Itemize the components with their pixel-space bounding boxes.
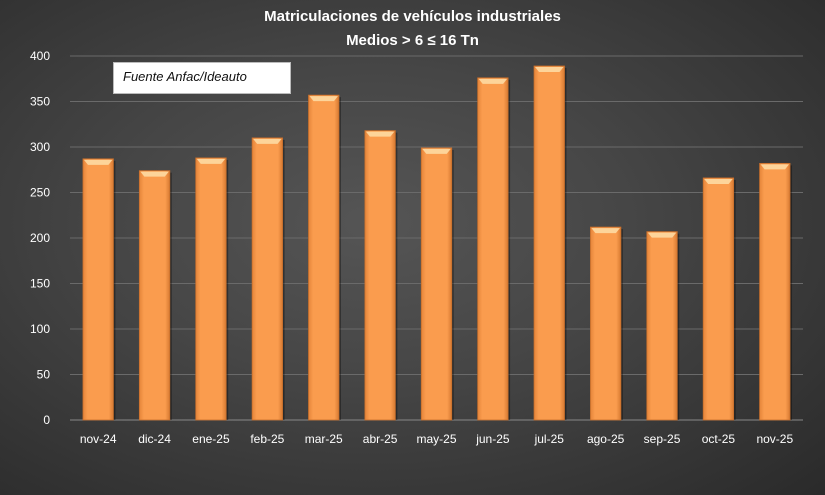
x-tick-label: sep-25 (644, 432, 681, 446)
chart-title: Matriculaciones de vehículos industriale… (264, 8, 561, 25)
bar-bevel (647, 232, 677, 238)
bar (82, 158, 114, 421)
y-tick-label: 400 (30, 49, 50, 63)
bar-bevel (253, 138, 282, 144)
x-tick-label: dic-24 (138, 432, 171, 446)
bar-bevel (83, 159, 113, 165)
x-tick-label: mar-25 (305, 432, 343, 446)
bar (195, 157, 227, 421)
bar-bevel (422, 148, 451, 154)
bar (420, 147, 453, 421)
y-tick-label: 200 (30, 231, 50, 245)
bar (364, 130, 396, 421)
bar (646, 231, 678, 421)
chart-subtitle: Medios > 6 ≤ 16 Tn (346, 32, 479, 49)
bar-bevel (365, 131, 395, 137)
x-tick-label: abr-25 (363, 432, 398, 446)
y-tick-label: 50 (37, 368, 51, 382)
bar (590, 226, 622, 421)
bar (308, 94, 340, 421)
bar (533, 65, 565, 421)
y-tick-label: 150 (30, 277, 50, 291)
bar (138, 170, 171, 421)
bar-bevel (535, 67, 564, 73)
bar-bevel (309, 96, 338, 102)
x-tick-label: ene-25 (192, 432, 230, 446)
bar-bevel (478, 78, 508, 84)
x-tick-label: nov-24 (80, 432, 117, 446)
y-tick-label: 250 (30, 186, 50, 200)
bar (759, 162, 791, 421)
y-tick-label: 0 (43, 413, 50, 427)
x-tick-label: jun-25 (475, 432, 510, 446)
bar-bevel (591, 228, 620, 234)
x-tick-label: may-25 (416, 432, 456, 446)
x-tick-label: oct-25 (702, 432, 736, 446)
x-tick-label: nov-25 (756, 432, 793, 446)
x-tick-label: ago-25 (587, 432, 625, 446)
bar-bevel (760, 164, 790, 170)
y-tick-label: 100 (30, 322, 50, 336)
bar-bevel (704, 178, 733, 184)
bar (477, 77, 509, 421)
bar-bevel (196, 158, 226, 164)
y-tick-label: 300 (30, 140, 50, 154)
y-tick-label: 350 (30, 95, 50, 109)
bar (702, 177, 735, 421)
bar (251, 137, 283, 421)
x-tick-label: feb-25 (250, 432, 284, 446)
bar-bevel (140, 171, 169, 177)
x-tick-label: jul-25 (534, 432, 565, 446)
source-note: Fuente Anfac/Ideauto (113, 62, 291, 94)
